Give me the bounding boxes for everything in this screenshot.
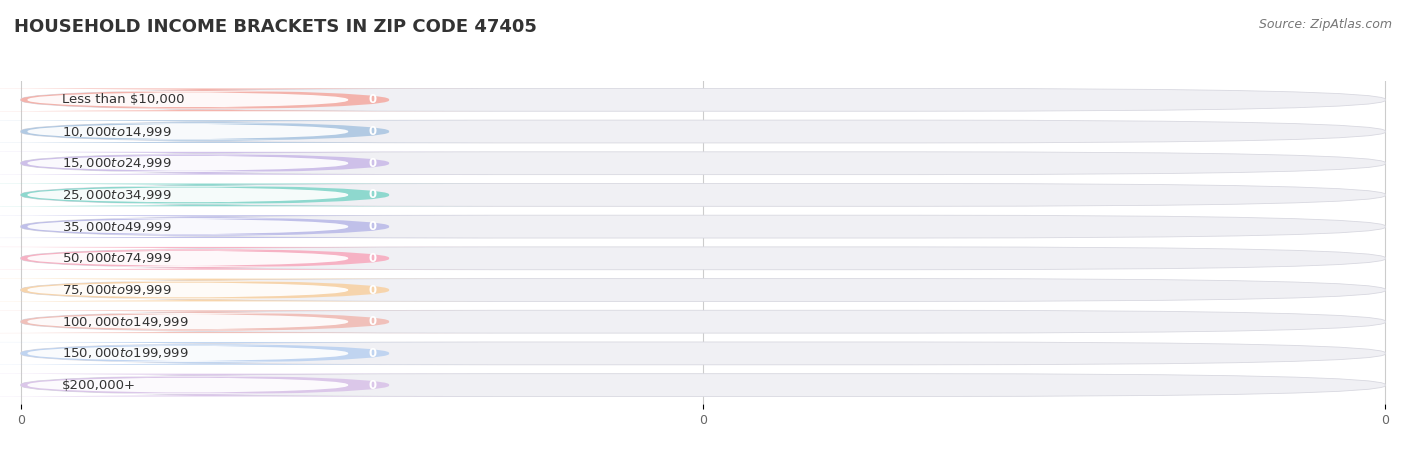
FancyBboxPatch shape <box>21 215 1385 238</box>
FancyBboxPatch shape <box>21 120 1385 143</box>
FancyBboxPatch shape <box>0 152 492 175</box>
FancyBboxPatch shape <box>21 278 1385 301</box>
FancyBboxPatch shape <box>0 184 492 207</box>
Text: $10,000 to $14,999: $10,000 to $14,999 <box>62 124 172 139</box>
FancyBboxPatch shape <box>0 374 492 396</box>
Text: 0: 0 <box>368 252 377 265</box>
FancyBboxPatch shape <box>0 342 492 365</box>
FancyBboxPatch shape <box>21 310 1385 333</box>
Text: 0: 0 <box>368 315 377 328</box>
Text: $25,000 to $34,999: $25,000 to $34,999 <box>62 188 172 202</box>
FancyBboxPatch shape <box>0 313 385 330</box>
Text: HOUSEHOLD INCOME BRACKETS IN ZIP CODE 47405: HOUSEHOLD INCOME BRACKETS IN ZIP CODE 47… <box>14 18 537 36</box>
FancyBboxPatch shape <box>0 376 385 394</box>
FancyBboxPatch shape <box>0 91 385 109</box>
FancyBboxPatch shape <box>21 374 1385 396</box>
FancyBboxPatch shape <box>21 342 1385 365</box>
FancyBboxPatch shape <box>0 154 385 172</box>
Text: 0: 0 <box>368 93 377 106</box>
Text: 0: 0 <box>368 189 377 202</box>
Text: 0: 0 <box>368 220 377 233</box>
FancyBboxPatch shape <box>21 184 1385 207</box>
Text: $200,000+: $200,000+ <box>62 379 135 392</box>
Text: $100,000 to $149,999: $100,000 to $149,999 <box>62 315 188 329</box>
Text: 0: 0 <box>368 157 377 170</box>
FancyBboxPatch shape <box>0 218 385 235</box>
FancyBboxPatch shape <box>0 186 385 203</box>
Text: $35,000 to $49,999: $35,000 to $49,999 <box>62 220 172 233</box>
Text: $150,000 to $199,999: $150,000 to $199,999 <box>62 346 188 361</box>
Text: 0: 0 <box>368 125 377 138</box>
Text: 0: 0 <box>368 379 377 392</box>
Text: $50,000 to $74,999: $50,000 to $74,999 <box>62 251 172 265</box>
Text: $75,000 to $99,999: $75,000 to $99,999 <box>62 283 172 297</box>
FancyBboxPatch shape <box>0 278 492 301</box>
FancyBboxPatch shape <box>0 250 385 267</box>
FancyBboxPatch shape <box>0 310 492 333</box>
Text: $15,000 to $24,999: $15,000 to $24,999 <box>62 156 172 170</box>
Text: 0: 0 <box>368 283 377 296</box>
FancyBboxPatch shape <box>0 247 492 270</box>
FancyBboxPatch shape <box>0 215 492 238</box>
FancyBboxPatch shape <box>0 345 385 362</box>
FancyBboxPatch shape <box>21 247 1385 270</box>
FancyBboxPatch shape <box>21 88 1385 111</box>
FancyBboxPatch shape <box>21 152 1385 175</box>
FancyBboxPatch shape <box>0 88 492 111</box>
Text: 0: 0 <box>368 347 377 360</box>
Text: Source: ZipAtlas.com: Source: ZipAtlas.com <box>1258 18 1392 31</box>
Text: Less than $10,000: Less than $10,000 <box>62 93 184 106</box>
FancyBboxPatch shape <box>0 123 385 140</box>
FancyBboxPatch shape <box>0 282 385 299</box>
FancyBboxPatch shape <box>0 120 492 143</box>
